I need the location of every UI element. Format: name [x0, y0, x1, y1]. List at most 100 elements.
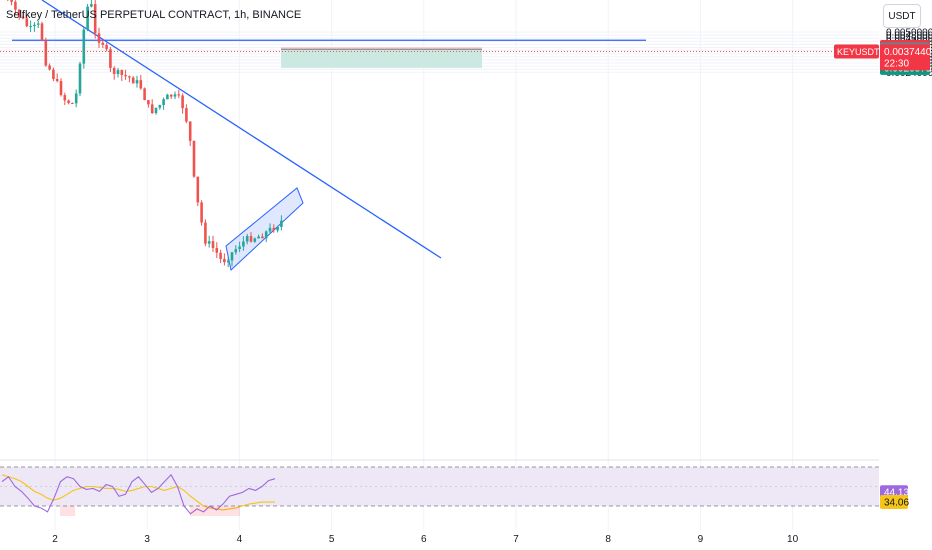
rsi-line — [1, 473, 276, 515]
candle — [78, 61, 82, 97]
candle — [131, 75, 135, 84]
candle — [162, 97, 165, 110]
current-price-label: 0.0037440 — [884, 47, 932, 58]
candle — [238, 241, 241, 253]
candle — [169, 94, 173, 100]
price-tags: 0.00402900.00388700.0026875KEYUSDT.P0.00… — [834, 40, 932, 510]
symbol-label: KEYUSDT.P — [837, 47, 887, 57]
candle — [116, 67, 120, 78]
candle — [158, 104, 162, 110]
candle — [230, 251, 234, 267]
candle — [59, 78, 63, 97]
grid-lines — [0, 0, 879, 530]
candle — [143, 87, 146, 101]
rsi-pane — [0, 466, 879, 516]
candle — [90, 0, 93, 8]
candle — [40, 21, 44, 42]
candle — [135, 75, 139, 88]
currency-button[interactable]: USDT — [883, 4, 921, 28]
rsi-oversold-fill — [190, 506, 240, 516]
descending-trendline[interactable] — [41, 0, 442, 259]
candle — [204, 219, 207, 247]
candle — [226, 256, 230, 268]
x-tick-label: 7 — [513, 534, 519, 545]
x-tick-label: 3 — [144, 534, 150, 545]
candle — [82, 26, 86, 69]
countdown-label: 22:30 — [884, 58, 909, 69]
candle — [181, 93, 184, 114]
candle — [173, 91, 177, 100]
candle — [177, 89, 181, 99]
candle — [261, 233, 264, 239]
candle — [139, 74, 143, 90]
candle — [223, 253, 226, 266]
candle — [150, 99, 154, 114]
candle — [280, 215, 283, 231]
svg-text:34.06: 34.06 — [884, 498, 909, 509]
candle — [55, 73, 59, 83]
candle — [25, 15, 29, 28]
x-tick-label: 5 — [329, 534, 335, 545]
candle — [17, 9, 21, 20]
candle — [120, 69, 124, 82]
candle — [63, 92, 67, 105]
candle — [147, 99, 150, 108]
candle — [112, 66, 116, 80]
candle — [196, 176, 200, 207]
take-profit-zone[interactable] — [281, 49, 482, 68]
candle — [105, 42, 108, 52]
candle — [33, 22, 36, 32]
candle — [257, 234, 260, 239]
candle — [7, 0, 9, 2]
chart-title: Selfkey / TetherUS PERPETUAL CONTRACT, 1… — [6, 9, 302, 21]
x-tick-label: 6 — [421, 534, 427, 545]
candle — [124, 69, 127, 80]
candle — [166, 93, 169, 100]
candle — [67, 99, 70, 105]
candle — [71, 102, 74, 105]
candle — [215, 242, 219, 259]
candle — [97, 27, 101, 48]
y-tick-label: 0.0050000 — [886, 28, 932, 39]
candle — [211, 235, 215, 253]
candle — [44, 37, 48, 67]
candle — [52, 67, 55, 82]
candle — [14, 0, 17, 15]
candle — [276, 225, 279, 233]
rsi-ma-line — [1, 474, 275, 511]
candle — [253, 237, 257, 243]
candle — [207, 235, 211, 248]
candle — [109, 46, 112, 73]
candle — [10, 0, 13, 6]
candle — [264, 230, 268, 243]
ascending-channel[interactable] — [225, 187, 304, 271]
candle — [188, 121, 192, 147]
candle — [86, 3, 89, 32]
y-tick-label: 0.0048000 — [886, 31, 932, 42]
candle — [128, 75, 131, 83]
candle — [101, 38, 105, 49]
stop-loss-zone[interactable] — [281, 47, 482, 50]
candle — [249, 232, 253, 243]
candle — [242, 236, 245, 251]
candle — [36, 20, 40, 29]
candlesticks — [7, 0, 283, 268]
x-tick-label: 8 — [605, 534, 611, 545]
candle — [48, 63, 51, 71]
candle — [272, 224, 276, 233]
candle — [234, 245, 238, 255]
x-tick-label: 2 — [52, 534, 58, 545]
candle — [185, 104, 188, 124]
x-tick-label: 10 — [787, 534, 799, 545]
candle — [21, 12, 25, 20]
rsi-oversold-fill — [60, 506, 75, 516]
time-axis[interactable]: 2 3 4 5 6 7 8 9 10 — [52, 534, 798, 545]
candle — [154, 107, 158, 115]
svg-text:44.13: 44.13 — [884, 488, 909, 499]
candle — [219, 249, 222, 264]
x-tick-label: 9 — [698, 534, 704, 545]
candle — [192, 140, 196, 178]
candle — [74, 89, 78, 108]
